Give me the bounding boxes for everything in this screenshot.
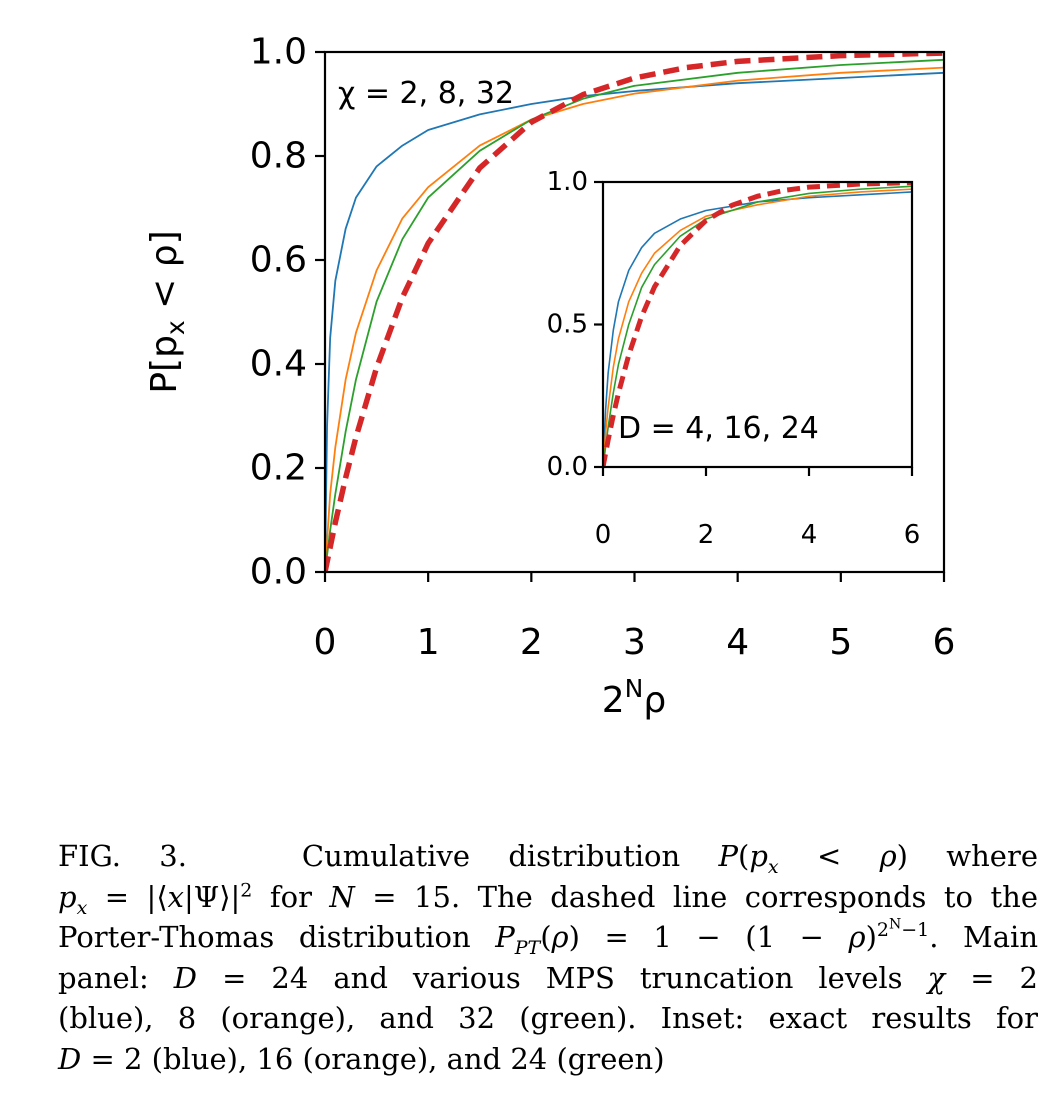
inset-y-axis: 0.0 0.5 1.0 xyxy=(547,167,603,482)
inset-xtick-label: 4 xyxy=(801,520,818,550)
main-xtick-label: 5 xyxy=(829,622,852,663)
main-xtick-label: 2 xyxy=(520,622,543,663)
main-xtick-label: 3 xyxy=(623,622,646,663)
main-xtick-label: 0 xyxy=(314,622,337,663)
main-ytick-label: 0.4 xyxy=(250,344,307,385)
inset-x-axis: 0 2 4 6 xyxy=(595,467,921,550)
caption-line-3: Porter-Thomas distribution PPT(ρ) = 1 − … xyxy=(58,917,1038,959)
inset-xtick-label: 0 xyxy=(595,520,612,550)
main-x-axis: 0 1 2 3 4 5 6 xyxy=(314,572,956,663)
inset-series-d62728-line xyxy=(603,182,912,467)
figure-caption: FIG. 3. Cumulative distribution P(px < ρ… xyxy=(58,836,1038,1079)
main-ytick-label: 0.6 xyxy=(250,240,307,281)
main-series-2ca02c-line xyxy=(325,58,944,572)
main-ytick-label: 1.0 xyxy=(250,32,307,73)
main-xtick-label: 6 xyxy=(933,622,956,663)
main-xtick-label: 1 xyxy=(417,622,440,663)
main-xlabel: 2Nρ xyxy=(602,674,666,721)
main-series-ff7f0e-line xyxy=(325,66,944,572)
inset-plot-area xyxy=(603,182,912,467)
inset-ytick-label: 1.0 xyxy=(547,167,588,197)
caption-line-5: (blue), 8 (orange), and 32 (green). Inse… xyxy=(58,1001,1038,1035)
main-ytick-label: 0.0 xyxy=(250,552,307,593)
main-xtick-label: 4 xyxy=(726,622,749,663)
main-ylabel: P[px < ρ] xyxy=(144,230,190,393)
inset-ytick-label: 0.0 xyxy=(547,452,588,482)
main-annotation: χ = 2, 8, 32 xyxy=(338,76,514,111)
main-ytick-label: 0.2 xyxy=(250,448,307,489)
main-series-d62728-line xyxy=(325,52,944,572)
inset-annotation: D = 4, 16, 24 xyxy=(618,411,819,446)
inset-ytick-label: 0.5 xyxy=(547,310,588,340)
main-plot-area xyxy=(325,52,944,572)
caption-line-6: D = 2 (blue), 16 (orange), and 24 (green… xyxy=(58,1041,665,1076)
main-y-axis: 0.0 0.2 0.4 0.6 0.8 1.0 xyxy=(250,32,325,593)
inset-xtick-label: 2 xyxy=(698,520,715,550)
inset-xtick-label: 6 xyxy=(904,520,921,550)
caption-line-2: px = |⟨x|Ψ⟩|2 for N = 15. The dashed lin… xyxy=(58,878,1038,919)
caption-line-4: panel: D = 24 and various MPS truncation… xyxy=(58,960,1038,995)
inset-series-2ca02c-line xyxy=(603,185,912,467)
inset-panel: 0 2 4 6 0.0 0.5 1.0 D = 4, 16, 24 xyxy=(547,167,921,550)
inset-series-ff7f0e-line xyxy=(603,188,912,467)
caption-line-1: FIG. 3. Cumulative distribution P(px < ρ… xyxy=(58,839,1038,878)
main-ytick-label: 0.8 xyxy=(250,136,307,177)
inset-background xyxy=(603,182,912,467)
